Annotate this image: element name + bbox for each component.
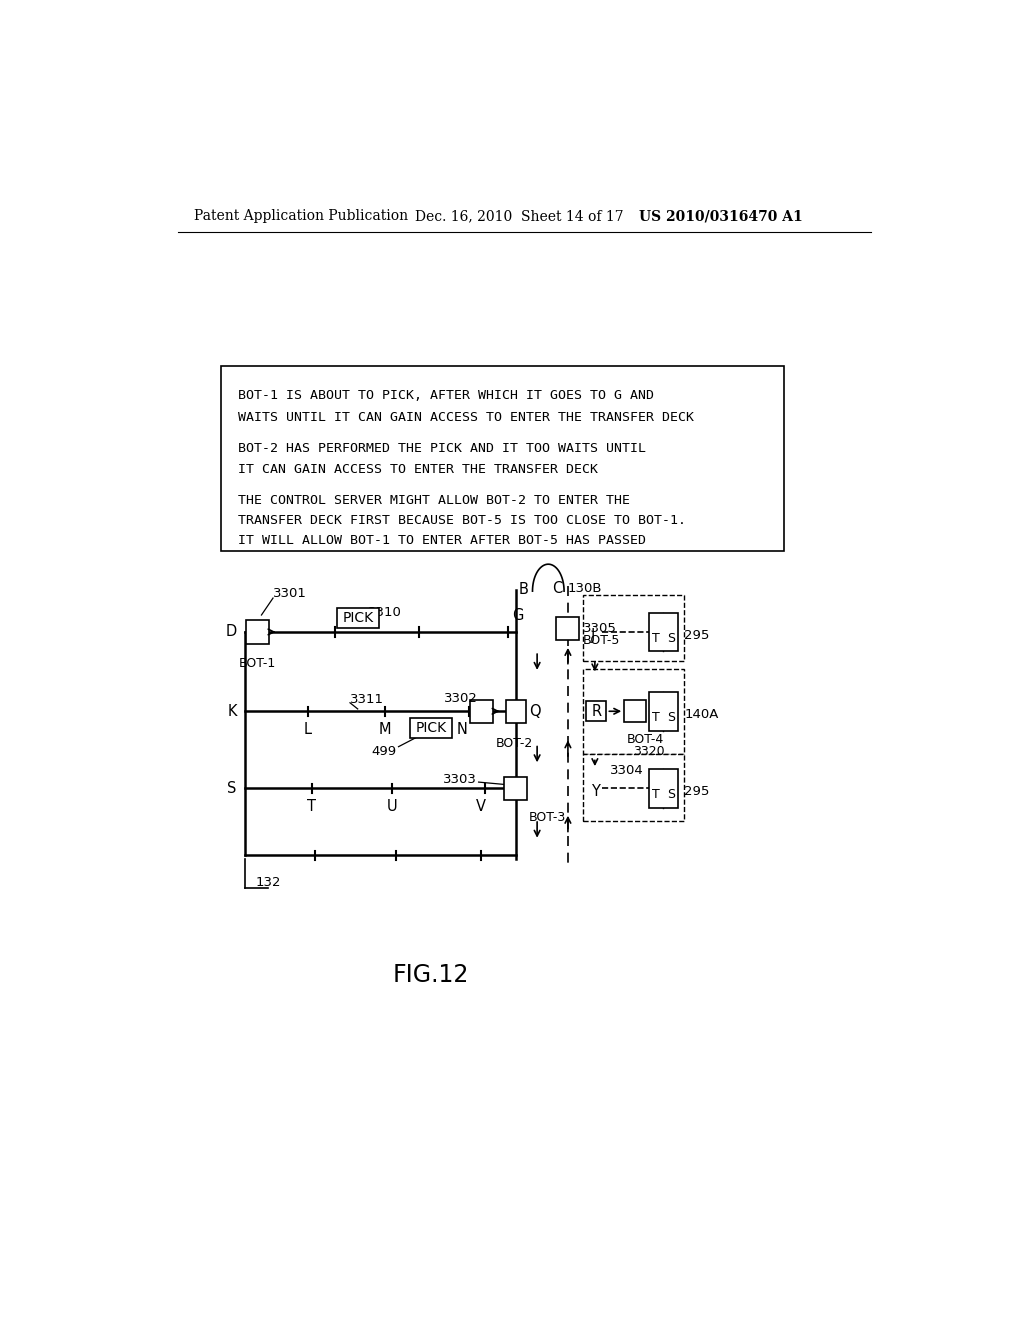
Text: 3320: 3320 [634, 744, 665, 758]
Bar [221, 367, 783, 552]
Text: WAITS UNTIL IT CAN GAIN ACCESS TO ENTER THE TRANSFER DECK: WAITS UNTIL IT CAN GAIN ACCESS TO ENTER … [239, 411, 694, 424]
Text: R: R [591, 704, 601, 719]
Text: 295: 295 [684, 785, 710, 797]
Text: S: S [667, 711, 675, 723]
Text: 3305: 3305 [583, 622, 616, 635]
Text: 3304: 3304 [610, 764, 644, 777]
Text: BOT-1 IS ABOUT TO PICK, AFTER WHICH IT GOES TO G AND: BOT-1 IS ABOUT TO PICK, AFTER WHICH IT G… [239, 389, 654, 403]
Text: T: T [307, 799, 316, 814]
Text: US 2010/0316470 A1: US 2010/0316470 A1 [639, 209, 803, 223]
Text: T: T [652, 711, 659, 723]
Text: U: U [387, 799, 397, 814]
Text: S: S [667, 788, 675, 801]
Text: L: L [304, 722, 311, 737]
Text: 130B: 130B [567, 582, 602, 594]
Bar [584, 595, 684, 661]
Bar [504, 776, 527, 800]
Bar [337, 609, 379, 628]
Text: G: G [512, 607, 523, 623]
Text: S: S [227, 780, 237, 796]
Text: 3302: 3302 [444, 692, 478, 705]
Bar [625, 701, 646, 722]
Bar [587, 701, 606, 721]
Text: T: T [652, 631, 659, 644]
Bar [246, 620, 269, 644]
Text: Patent Application Publication: Patent Application Publication [194, 209, 408, 223]
Text: BOT-1: BOT-1 [239, 657, 276, 671]
Bar [410, 718, 452, 738]
Text: THE CONTROL SERVER MIGHT ALLOW BOT-2 TO ENTER THE: THE CONTROL SERVER MIGHT ALLOW BOT-2 TO … [239, 494, 631, 507]
Text: 3303: 3303 [443, 772, 477, 785]
Text: IT CAN GAIN ACCESS TO ENTER THE TRANSFER DECK: IT CAN GAIN ACCESS TO ENTER THE TRANSFER… [239, 463, 598, 477]
Bar [649, 770, 678, 808]
Text: C: C [552, 581, 562, 595]
Bar [584, 669, 684, 754]
Text: BOT-4: BOT-4 [628, 733, 665, 746]
Text: 295: 295 [684, 628, 710, 642]
Text: D: D [225, 624, 237, 639]
Text: 3301: 3301 [273, 587, 307, 601]
Text: BOT-3: BOT-3 [528, 810, 566, 824]
Text: PICK: PICK [416, 721, 446, 735]
Text: 132: 132 [255, 875, 281, 888]
Text: Y: Y [591, 784, 600, 799]
Bar [584, 754, 684, 821]
Text: 499: 499 [371, 744, 396, 758]
Text: 140A: 140A [684, 708, 719, 721]
Text: IT WILL ALLOW BOT-1 TO ENTER AFTER BOT-5 HAS PASSED: IT WILL ALLOW BOT-1 TO ENTER AFTER BOT-5… [239, 535, 646, 548]
Bar [649, 692, 678, 730]
Text: FIG.12: FIG.12 [392, 962, 469, 986]
Text: BOT-5: BOT-5 [583, 635, 620, 647]
Text: BOT-2 HAS PERFORMED THE PICK AND IT TOO WAITS UNTIL: BOT-2 HAS PERFORMED THE PICK AND IT TOO … [239, 442, 646, 455]
Bar [649, 612, 678, 651]
Text: BOT-2: BOT-2 [496, 737, 532, 750]
Text: K: K [227, 704, 237, 719]
Text: S: S [667, 631, 675, 644]
Bar [556, 616, 580, 640]
Bar [470, 700, 494, 723]
Text: Dec. 16, 2010  Sheet 14 of 17: Dec. 16, 2010 Sheet 14 of 17 [416, 209, 624, 223]
Text: N: N [457, 722, 468, 737]
Text: TRANSFER DECK FIRST BECAUSE BOT-5 IS TOO CLOSE TO BOT-1.: TRANSFER DECK FIRST BECAUSE BOT-5 IS TOO… [239, 515, 686, 527]
Text: J: J [591, 627, 595, 643]
Text: 3311: 3311 [350, 693, 384, 706]
Text: B: B [518, 582, 528, 597]
Text: T: T [652, 788, 659, 801]
Text: PICK: PICK [342, 611, 374, 626]
Bar [506, 700, 525, 723]
Text: 3310: 3310 [368, 606, 401, 619]
Text: M: M [379, 722, 391, 737]
Text: V: V [476, 799, 486, 814]
Text: Q: Q [528, 704, 541, 719]
